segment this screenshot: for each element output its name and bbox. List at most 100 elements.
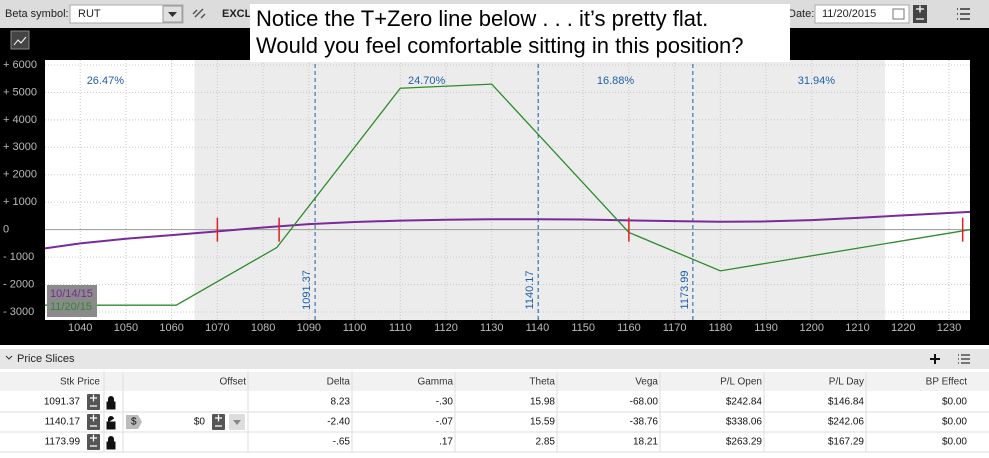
beta-symbol: RUT: [78, 8, 101, 20]
probability-range: [194, 60, 885, 320]
cell: $0.00: [942, 437, 967, 448]
chart-icon[interactable]: [10, 30, 30, 50]
cell: 2.85: [536, 437, 556, 448]
x-tick-label: 1110: [389, 322, 412, 334]
x-tick-label: 1170: [663, 322, 687, 334]
x-tick-label: 1100: [343, 322, 367, 334]
stepper-glyph: [90, 394, 97, 407]
lock-icon[interactable]: [106, 436, 116, 450]
cell: $0.00: [942, 397, 967, 408]
y-tick-label: + 6000: [3, 59, 37, 71]
x-tick-label: 1040: [68, 322, 92, 334]
price-slice-label: 1091.37: [301, 270, 313, 310]
x-tick-label: 1070: [205, 322, 229, 334]
cell: $263.29: [726, 437, 763, 448]
x-tick-label: 1200: [800, 322, 824, 334]
x-tick-label: 1140: [526, 322, 550, 334]
lock-icon[interactable]: [106, 416, 116, 430]
cell: .17: [439, 437, 453, 448]
price-slices-table: Stk Price Offset Delta Gamma Theta Vega P/L Op…: [0, 372, 989, 453]
x-tick-label: 1190: [754, 322, 778, 334]
x-tick-label: 1180: [709, 322, 733, 334]
date-label: Date:: [788, 8, 814, 20]
calendar-icon[interactable]: [892, 8, 905, 20]
cell: $146.84: [828, 397, 865, 408]
add-button[interactable]: [930, 354, 940, 364]
probability-label: 26.47%: [87, 75, 125, 87]
x-tick-label: 1120: [434, 322, 458, 334]
annotation-line: Would you feel comfortable sitting in th…: [256, 33, 744, 58]
collapse-icon[interactable]: [5, 355, 13, 360]
column-header: Stk Price: [60, 377, 100, 388]
spinner-glyph: [916, 5, 924, 20]
y-tick-label: - 1000: [3, 251, 34, 263]
stepper-glyph: [90, 434, 97, 447]
annotation-box: [250, 4, 790, 62]
cell: 1140.17: [45, 417, 81, 428]
cell: -.65: [333, 437, 351, 448]
cell: -.07: [436, 417, 454, 428]
pl-line: [45, 83, 971, 306]
cell: 8.23: [331, 397, 351, 408]
cell: $242.84: [726, 397, 763, 408]
price-slice-label: 1140.17: [524, 271, 536, 310]
beta-input[interactable]: [69, 4, 184, 24]
x-tick-label: 1210: [845, 322, 869, 334]
table-header: [0, 372, 989, 391]
dropdown-arrow: [233, 420, 241, 425]
probability-label: 24.70%: [408, 75, 446, 87]
legend: [47, 285, 97, 317]
dropdown-arrow: [168, 12, 177, 17]
cell: 1173.99: [45, 437, 81, 448]
lock-icon[interactable]: [106, 396, 116, 410]
y-tick-label: + 3000: [3, 141, 37, 153]
x-tick-label: 1230: [937, 322, 961, 334]
x-tick-label: 1060: [159, 322, 183, 334]
x-tick-label: 1080: [251, 322, 275, 334]
cell: -2.40: [327, 417, 350, 428]
y-tick-label: 0: [3, 224, 9, 236]
y-tick-label: - 3000: [3, 306, 34, 318]
column-header: Delta: [327, 377, 351, 388]
cell: -38.76: [630, 417, 659, 428]
cell: 1091.37: [44, 397, 81, 408]
column-header: Theta: [529, 377, 555, 388]
cell: $0: [194, 417, 206, 428]
chart: + 6000 + 5000 + 4000 + 3000 + 2000 + 1000 0 - 1…: [3, 59, 971, 334]
column-header: Gamma: [417, 377, 453, 388]
date: 11/20/2015: [822, 8, 876, 20]
price-slice-label: 1173.99: [679, 271, 691, 310]
cell: -68.00: [630, 397, 659, 408]
column-header: P/L Open: [720, 377, 762, 388]
link-icon[interactable]: [192, 8, 206, 19]
y-tick-label: + 2000: [3, 169, 37, 181]
y-tick-label: + 4000: [3, 114, 37, 126]
cell: $0.00: [942, 417, 967, 428]
y-tick-label: + 5000: [3, 86, 37, 98]
pl-line: [44, 210, 971, 250]
column-header: P/L Day: [829, 377, 864, 388]
menu-icon[interactable]: [958, 354, 970, 364]
menu-icon[interactable]: [957, 8, 970, 20]
column-header: Offset: [220, 377, 247, 388]
section-title: Price Slices: [17, 353, 75, 365]
cell: 15.59: [530, 417, 555, 428]
column-header: BP Effect: [926, 377, 968, 388]
y-tick-label: + 1000: [3, 196, 37, 208]
stepper-glyph: [90, 414, 97, 427]
cell: $242.06: [828, 417, 865, 428]
cell: -.30: [436, 397, 454, 408]
annotation-line: Notice the T+Zero line below . . . it’s …: [256, 6, 708, 31]
column-header: Vega: [635, 377, 658, 388]
cell: 18.21: [633, 437, 658, 448]
stepper-glyph: [215, 414, 222, 427]
offset-unit-button[interactable]: [126, 415, 142, 429]
offset-unit: $: [131, 417, 137, 428]
legend-entry: 10/14/15: [50, 288, 93, 300]
x-tick-label: 1160: [617, 322, 641, 334]
legend-entry: 11/20/15: [50, 301, 92, 313]
probability-label: 31.94%: [798, 75, 836, 87]
date-input[interactable]: [814, 4, 910, 24]
x-tick-label: 1050: [114, 322, 138, 334]
